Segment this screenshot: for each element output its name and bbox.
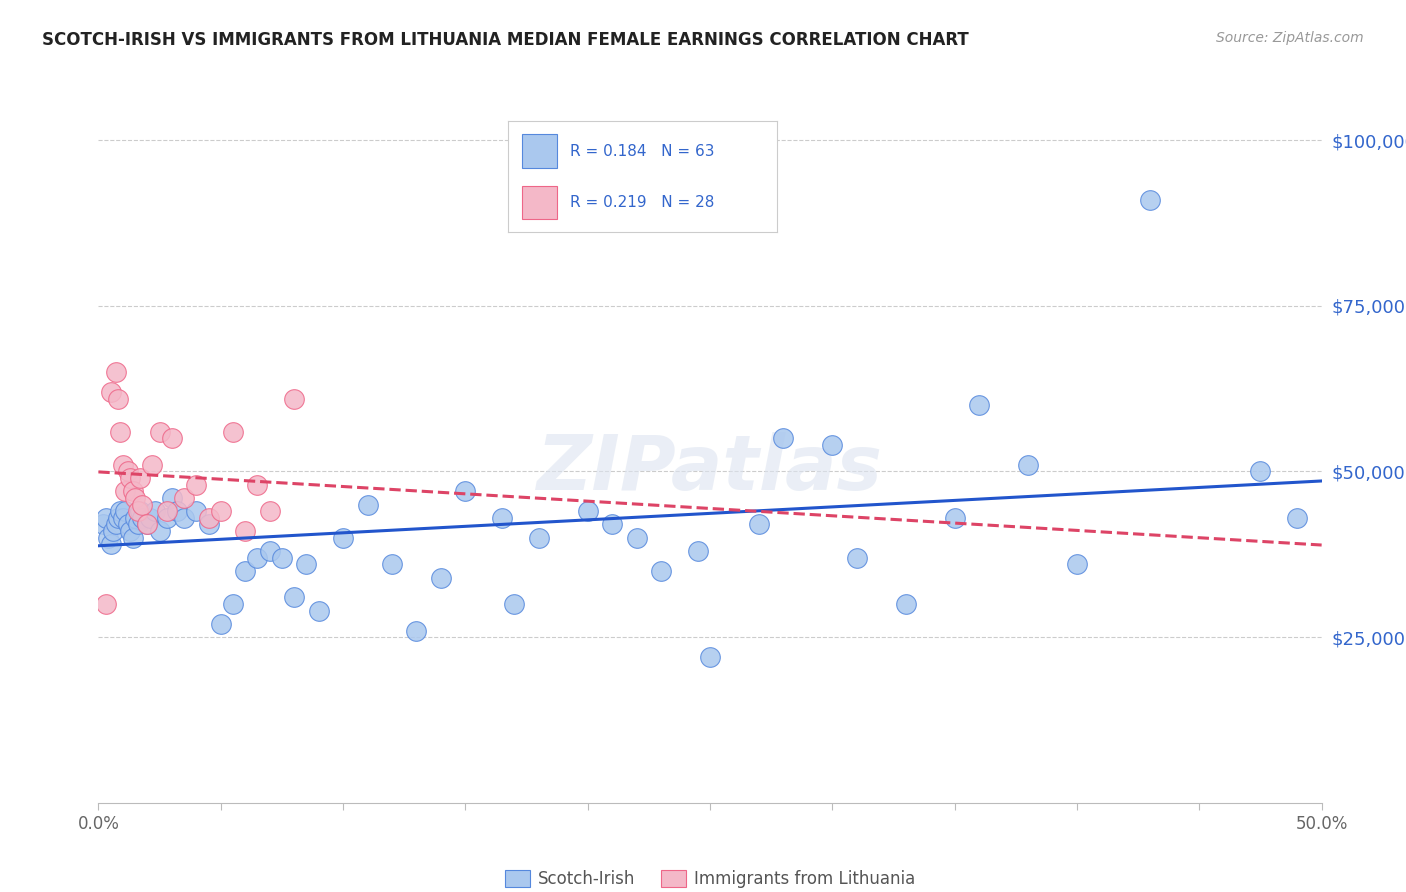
Point (186, 477, 208, 491)
Point (121, 484, 143, 499)
Point (430, 570, 453, 584)
Point (527, 531, 550, 545)
Point (197, 517, 219, 532)
Point (111, 511, 134, 525)
Point (197, 511, 219, 525)
Point (209, 616, 232, 631)
Point (111, 458, 134, 472)
Point (114, 484, 136, 499)
Point (104, 517, 127, 532)
Point (127, 504, 149, 518)
Point (894, 597, 917, 611)
Point (149, 425, 172, 439)
Point (121, 531, 143, 545)
Point (699, 650, 721, 665)
Point (967, 398, 990, 412)
Point (381, 558, 404, 572)
Point (131, 498, 153, 512)
Point (626, 531, 648, 545)
Point (222, 597, 245, 611)
Point (124, 511, 146, 525)
Point (600, 517, 623, 532)
Point (166, 504, 188, 518)
Point (270, 550, 294, 565)
Point (160, 491, 183, 505)
Point (943, 511, 966, 525)
Point (107, 511, 129, 525)
Point (120, 524, 142, 538)
Point (136, 517, 159, 532)
Point (127, 517, 149, 532)
Point (156, 511, 179, 525)
Point (209, 504, 232, 518)
Point (173, 491, 195, 505)
Point (748, 517, 770, 532)
Point (845, 550, 868, 565)
Point (124, 491, 146, 505)
Point (295, 558, 318, 572)
Point (101, 524, 124, 538)
Point (107, 392, 129, 406)
Point (100, 384, 122, 399)
Point (246, 477, 269, 491)
Point (1286, 511, 1309, 525)
Point (110, 504, 132, 518)
Point (1250, 465, 1272, 479)
Point (114, 504, 136, 518)
Point (259, 544, 281, 558)
Point (233, 564, 256, 578)
Point (686, 544, 709, 558)
Point (129, 504, 152, 518)
Point (259, 504, 281, 518)
Point (1017, 458, 1039, 472)
Point (186, 504, 208, 518)
Point (405, 624, 427, 638)
Point (136, 517, 159, 532)
Point (283, 591, 305, 605)
Legend: Scotch-Irish, Immigrants from Lithuania: Scotch-Irish, Immigrants from Lithuania (505, 871, 915, 888)
Point (141, 458, 163, 472)
Point (491, 511, 513, 525)
Point (117, 465, 139, 479)
Point (308, 604, 330, 618)
Point (173, 511, 195, 525)
Point (821, 438, 844, 452)
Point (454, 484, 477, 499)
Point (283, 392, 305, 406)
Point (131, 511, 153, 525)
Point (576, 504, 599, 518)
Point (104, 365, 127, 379)
Point (503, 597, 526, 611)
Point (246, 550, 269, 565)
Text: Source: ZipAtlas.com: Source: ZipAtlas.com (1216, 31, 1364, 45)
Text: ZIPatlas: ZIPatlas (537, 432, 883, 506)
Point (149, 524, 172, 538)
Point (120, 471, 142, 485)
Point (97, 531, 120, 545)
Point (160, 431, 183, 445)
Text: SCOTCH-IRISH VS IMMIGRANTS FROM LITHUANIA MEDIAN FEMALE EARNINGS CORRELATION CHA: SCOTCH-IRISH VS IMMIGRANTS FROM LITHUANI… (42, 31, 969, 49)
Point (129, 471, 152, 485)
Point (117, 517, 139, 532)
Point (139, 511, 162, 525)
Point (110, 425, 132, 439)
Point (233, 524, 256, 538)
Point (94, 597, 117, 611)
Point (332, 531, 354, 545)
Point (143, 504, 166, 518)
Point (91, 517, 114, 532)
Point (356, 498, 378, 512)
Point (1066, 558, 1088, 572)
Point (650, 564, 672, 578)
Point (1139, 193, 1161, 207)
Point (222, 425, 245, 439)
Point (772, 431, 794, 445)
Point (156, 504, 179, 518)
Point (100, 537, 122, 551)
Point (94, 511, 117, 525)
